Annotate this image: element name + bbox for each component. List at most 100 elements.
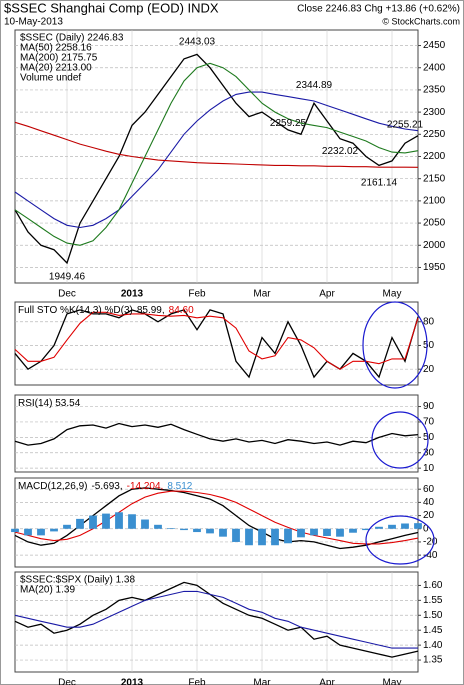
histogram-bar — [232, 528, 240, 542]
histogram-bar — [193, 528, 201, 533]
price-annotation: 1949.46 — [49, 271, 86, 282]
histogram-bar — [362, 528, 370, 531]
panel-legend: MACD(12,26,9) -5.693, -14.204, 8.512 — [18, 481, 193, 492]
price-annotation: 2232.02 — [322, 146, 359, 157]
quote-label: Close 2246.83 Chg +13.86 (+0.62%) — [297, 4, 460, 15]
series-line — [14, 53, 419, 265]
y-tick-label: 90 — [423, 401, 435, 412]
y-tick-label: 30 — [423, 447, 435, 458]
histogram-bar — [24, 528, 32, 536]
y-tick-label: 1950 — [423, 262, 446, 273]
x-tick-label: Apr — [319, 678, 335, 685]
histogram-bar — [141, 519, 149, 529]
y-tick-label: 0 — [423, 523, 429, 534]
date-label: 10-May-2013 — [4, 17, 63, 28]
histogram-bar — [258, 528, 266, 546]
legend-entry: -14.204, — [127, 481, 164, 492]
histogram-bar — [219, 528, 227, 537]
x-tick-label: Mar — [253, 289, 271, 300]
x-tick-label: Mar — [253, 678, 271, 685]
histogram-bar — [63, 524, 71, 529]
histogram-bar — [336, 528, 344, 537]
panel-title: Full STO %K(14,3) %D(3) — [18, 305, 133, 316]
x-tick-label: 2013 — [121, 678, 144, 685]
y-tick-label: 2250 — [423, 129, 446, 140]
highlight-ellipse — [362, 301, 428, 389]
price-annotation: 2443.03 — [179, 36, 216, 47]
panel-legend: RSI(14) 53.54 — [18, 398, 81, 409]
y-tick-label: 2150 — [423, 173, 446, 184]
y-tick-label: 2450 — [423, 40, 446, 51]
panel-legend: Full STO %K(14,3) %D(3) 85.99, 84.60 — [18, 305, 194, 316]
histogram-bar — [167, 528, 175, 529]
price-annotation: 2161.14 — [361, 177, 398, 188]
y-tick-label: 1.35 — [423, 655, 443, 666]
histogram-bar — [414, 523, 422, 529]
panel-title: RSI(14) 53.54 — [18, 398, 81, 409]
y-tick-label: 1.40 — [423, 640, 443, 651]
legend-entry: Volume undef — [20, 73, 81, 84]
x-tick-label: Apr — [319, 289, 335, 300]
series-line — [14, 62, 419, 246]
y-tick-label: 2200 — [423, 151, 446, 162]
histogram-bar — [50, 528, 58, 532]
histogram-bar — [388, 524, 396, 529]
panel-frame — [14, 301, 419, 386]
panel-frame — [14, 571, 419, 673]
panel-title: MACD(12,26,9) — [18, 481, 87, 492]
x-tick-label: May — [383, 678, 402, 685]
y-tick-label: 10 — [423, 463, 435, 474]
histogram-bar — [180, 528, 188, 531]
histogram-bar — [271, 528, 279, 546]
histogram-bar — [206, 528, 214, 534]
credit: © StockCharts.com — [382, 16, 460, 26]
histogram-bar — [245, 528, 253, 546]
price-annotation: 2344.89 — [296, 80, 333, 91]
x-tick-label: Feb — [188, 678, 206, 685]
y-tick-label: 50 — [423, 432, 435, 443]
price-annotation: 2259.25 — [270, 118, 307, 129]
y-tick-label: 2350 — [423, 85, 446, 96]
legend-entry: MA(20) 1.39 — [20, 585, 75, 596]
legend-entry: -5.693, — [91, 481, 122, 492]
y-tick-label: 2300 — [423, 107, 446, 118]
histogram-bar — [115, 512, 123, 529]
series-line — [14, 490, 419, 545]
legend-entry: $SSEC (Daily) 2246.83 — [20, 33, 124, 44]
histogram-bar — [37, 528, 45, 536]
y-tick-label: 1.50 — [423, 610, 443, 621]
y-tick-label: -40 — [423, 550, 438, 561]
x-tick-label: 2013 — [121, 289, 144, 300]
y-tick-label: -20 — [423, 537, 438, 548]
legend-entry: MA(20) 2213.00 — [20, 63, 92, 74]
legend-entry: 85.99, — [137, 305, 165, 316]
y-tick-label: 70 — [423, 417, 435, 428]
y-tick-label: 60 — [423, 484, 435, 495]
highlight-ellipse — [371, 411, 429, 469]
histogram-bar — [76, 518, 84, 529]
price-annotation: 2255.21 — [387, 120, 424, 131]
y-tick-label: 2100 — [423, 196, 446, 207]
y-tick-label: 1.55 — [423, 595, 443, 606]
y-tick-label: 2400 — [423, 62, 446, 73]
legend-entry: MA(50) 2258.16 — [20, 43, 92, 54]
histogram-bar — [349, 528, 357, 533]
y-tick-label: 20 — [423, 510, 435, 521]
histogram-bar — [375, 526, 383, 529]
histogram-bar — [128, 514, 136, 529]
x-tick-label: Dec — [58, 678, 76, 685]
x-tick-label: Feb — [188, 289, 206, 300]
series-line — [14, 311, 419, 370]
legend-entry: 8.512 — [167, 481, 192, 492]
x-tick-label: Dec — [58, 289, 76, 300]
legend-entry: MA(200) 2175.75 — [20, 53, 98, 64]
y-tick-label: 2000 — [423, 240, 446, 251]
series-line — [14, 581, 419, 658]
histogram-bar — [323, 528, 331, 537]
histogram-bar — [154, 524, 162, 529]
histogram-bar — [102, 513, 110, 529]
histogram-bar — [11, 528, 19, 533]
legend-entry: 84.60 — [169, 305, 194, 316]
annotations-layer — [362, 301, 435, 565]
